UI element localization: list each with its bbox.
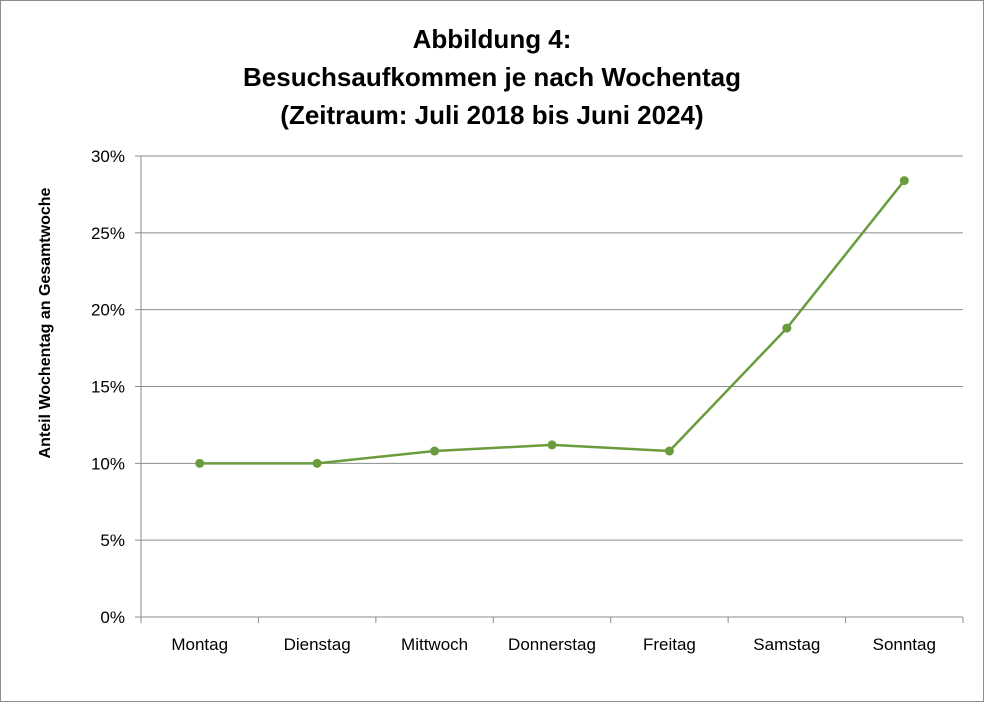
x-tick-label-dienstag: Dienstag: [284, 635, 351, 654]
y-tick-label-6: 30%: [91, 147, 125, 166]
x-tick-label-donnerstag: Donnerstag: [508, 635, 596, 654]
gridlines: [141, 155, 963, 541]
data-series: [195, 176, 909, 468]
x-tick-label-freitag: Freitag: [643, 635, 696, 654]
chart-title: Abbildung 4: Besuchsaufkommen je nach Wo…: [0, 20, 984, 134]
chart-title-line-1: Abbildung 4:: [412, 24, 572, 54]
chart-title-line-2: Besuchsaufkommen je nach Wochentag: [243, 62, 741, 92]
y-axis-label: Anteil Wochentag an Gesamtwoche: [37, 187, 54, 458]
data-point-samstag: [782, 323, 792, 333]
data-point-dienstag: [312, 458, 322, 468]
x-tick-label-sonntag: Sonntag: [873, 635, 936, 654]
y-axis-ticks: 0% 5% 10% 15% 20% 25% 30%: [91, 147, 141, 627]
y-tick-label-3: 15%: [91, 378, 125, 397]
data-point-montag: [195, 458, 205, 468]
chart-title-line-3: (Zeitraum: Juli 2018 bis Juni 2024): [280, 100, 704, 130]
y-tick-label-4: 20%: [91, 301, 125, 320]
y-tick-label-0: 0%: [100, 608, 125, 627]
x-tick-label-samstag: Samstag: [753, 635, 820, 654]
y-tick-label-5: 25%: [91, 224, 125, 243]
x-tick-label-mittwoch: Mittwoch: [401, 635, 468, 654]
series-line-0: [199, 179, 906, 465]
data-point-donnerstag: [547, 440, 557, 450]
data-point-mittwoch: [430, 446, 440, 456]
y-tick-label-2: 10%: [91, 454, 125, 473]
data-point-freitag: [664, 446, 674, 456]
x-tick-label-montag: Montag: [171, 635, 228, 654]
y-tick-label-1: 5%: [100, 531, 125, 550]
data-point-sonntag: [899, 176, 909, 186]
x-axis-ticks: Montag Dienstag Mittwoch Donnerstag Freitag S…: [140, 617, 964, 654]
